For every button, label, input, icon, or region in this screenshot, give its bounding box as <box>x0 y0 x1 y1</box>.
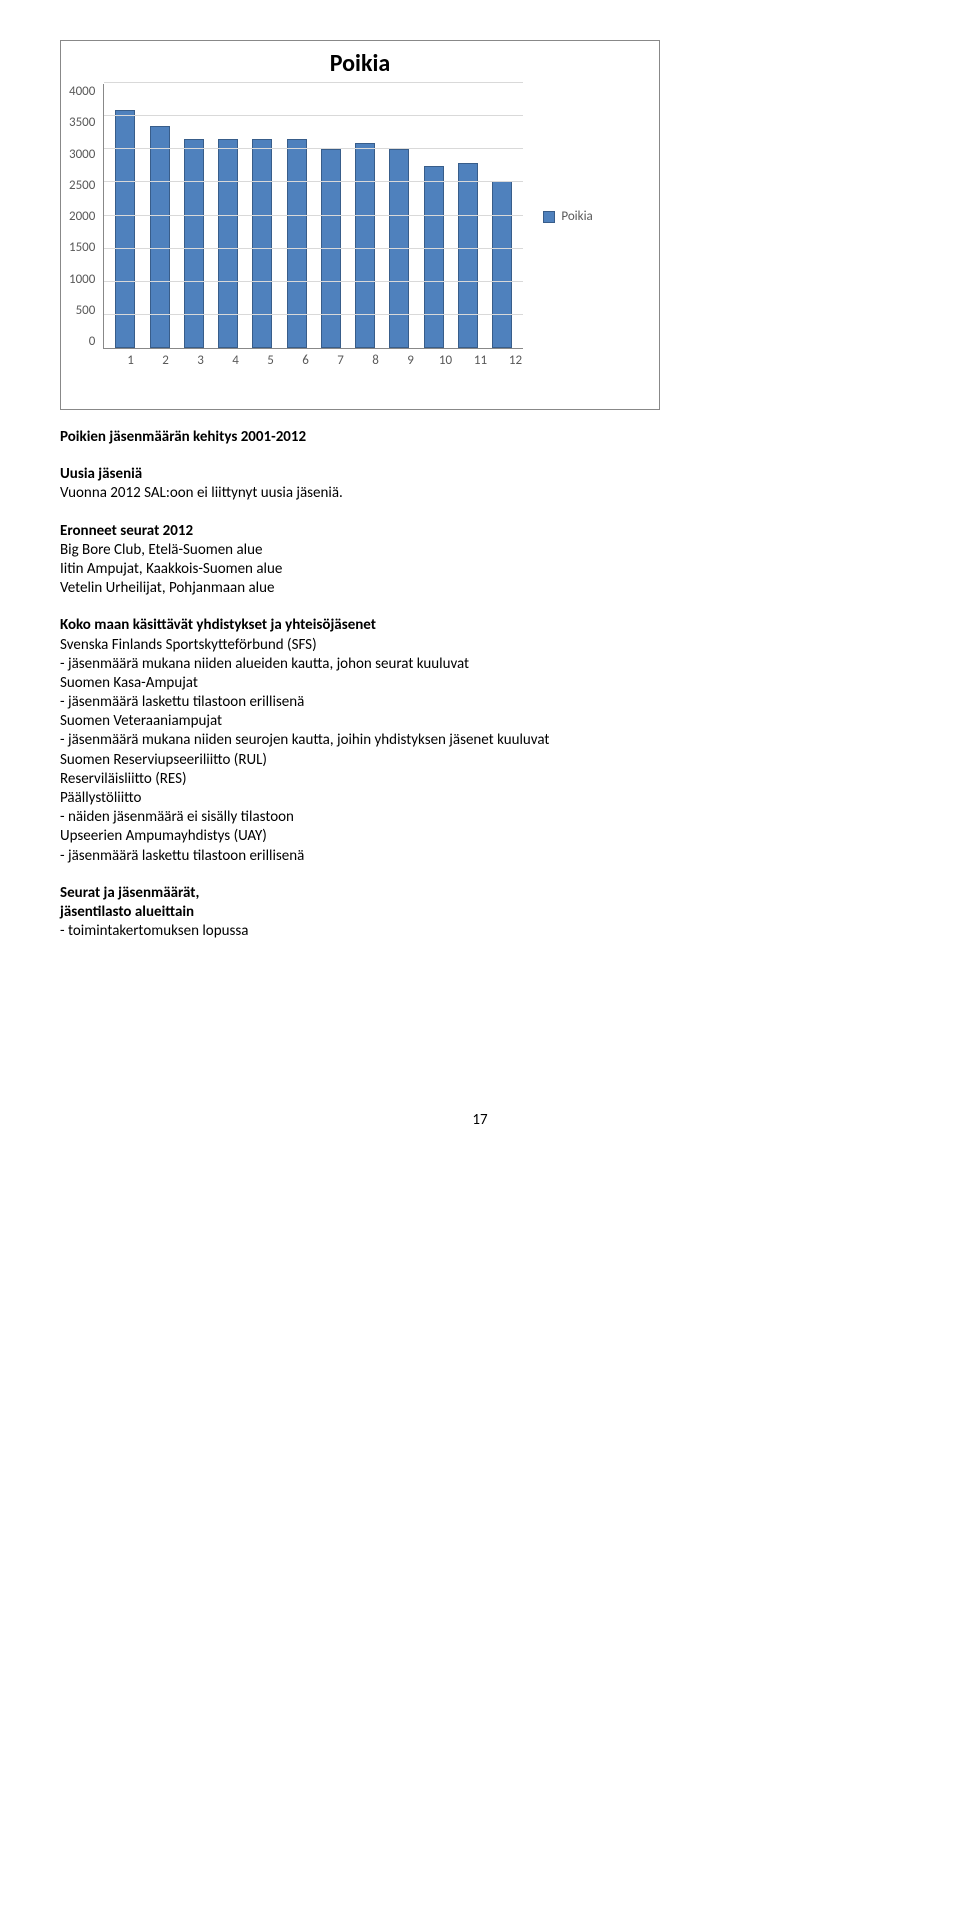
chart-bar <box>389 149 409 348</box>
chart-x-tick: 3 <box>191 353 211 368</box>
chart-y-axis: 4000 3500 3000 2500 2000 1500 1000 500 0 <box>69 84 95 349</box>
section-eronneet: Eronneet seurat 2012 Big Bore Club, Etel… <box>60 522 900 599</box>
chart-gridline <box>104 148 523 149</box>
chart-legend: Poikia <box>543 209 592 224</box>
line: - jäsenmäärä mukana niiden alueiden kaut… <box>60 655 900 674</box>
heading-koko: Koko maan käsittävät yhdistykset ja yhte… <box>60 616 900 635</box>
line: Big Bore Club, Etelä-Suomen alue <box>60 541 900 560</box>
chart-plot-row: 4000 3500 3000 2500 2000 1500 1000 500 0 Poikia <box>61 84 659 349</box>
line: Suomen Veteraaniampujat <box>60 712 900 731</box>
chart-x-tick: 5 <box>261 353 281 368</box>
bar-chart: Poikia 4000 3500 3000 2500 2000 1500 1000 500 0 … <box>60 40 660 410</box>
chart-bar <box>115 110 135 349</box>
chart-x-tick: 1 <box>121 353 141 368</box>
chart-bar <box>252 139 272 348</box>
line: - jäsenmäärä laskettu tilastoon erillise… <box>60 693 900 712</box>
chart-bar <box>424 166 444 348</box>
chart-bars <box>104 84 523 348</box>
line: Päällystöliitto <box>60 789 900 808</box>
chart-gridline <box>104 215 523 216</box>
chart-gridline <box>104 82 523 83</box>
chart-bar <box>458 163 478 349</box>
line: Upseerien Ampumayhdistys (UAY) <box>60 827 900 846</box>
chart-y-tick: 4000 <box>69 84 95 99</box>
chart-bar <box>355 143 375 348</box>
chart-gridline <box>104 314 523 315</box>
chart-x-tick: 12 <box>506 353 526 368</box>
chart-title: Poikia <box>61 49 659 78</box>
chart-gridline <box>104 115 523 116</box>
chart-x-tick: 7 <box>331 353 351 368</box>
section-seurat: Seurat ja jäsenmäärät, jäsentilasto alue… <box>60 884 900 942</box>
chart-y-tick: 2500 <box>69 178 95 193</box>
chart-y-tick: 1000 <box>69 272 95 287</box>
chart-bar <box>321 149 341 348</box>
chart-x-tick: 8 <box>366 353 386 368</box>
chart-y-tick: 1500 <box>69 240 95 255</box>
heading-seurat-1: Seurat ja jäsenmäärät, <box>60 884 900 903</box>
chart-x-tick: 4 <box>226 353 246 368</box>
chart-gridline <box>104 281 523 282</box>
chart-bar <box>184 139 204 348</box>
chart-x-tick: 10 <box>436 353 456 368</box>
heading-uusia: Uusia jäseniä <box>60 465 900 484</box>
chart-bar <box>492 181 512 348</box>
chart-y-tick: 500 <box>69 303 95 318</box>
heading-eronneet: Eronneet seurat 2012 <box>60 522 900 541</box>
section-koko: Koko maan käsittävät yhdistykset ja yhte… <box>60 616 900 865</box>
chart-y-tick: 3000 <box>69 147 95 162</box>
chart-gridline <box>104 248 523 249</box>
line: Iitin Ampujat, Kaakkois-Suomen alue <box>60 560 900 579</box>
para-uusia: Vuonna 2012 SAL:oon ei liittynyt uusia j… <box>60 484 900 503</box>
line: Suomen Kasa-Ampujat <box>60 674 900 693</box>
line: - näiden jäsenmäärä ei sisälly tilastoon <box>60 808 900 827</box>
chart-plot-area <box>103 84 523 349</box>
page-number: 17 <box>60 1111 900 1129</box>
line: Suomen Reserviupseeriliitto (RUL) <box>60 751 900 770</box>
chart-bar <box>218 139 238 348</box>
document-body: Poikien jäsenmäärän kehitys 2001-2012 Uu… <box>60 428 900 941</box>
chart-x-axis: 123456789101112 <box>113 353 533 368</box>
section-uusia: Uusia jäseniä Vuonna 2012 SAL:oon ei lii… <box>60 465 900 503</box>
chart-x-tick: 2 <box>156 353 176 368</box>
chart-y-tick: 2000 <box>69 209 95 224</box>
line: - jäsenmäärä laskettu tilastoon erillise… <box>60 847 900 866</box>
chart-y-tick: 3500 <box>69 115 95 130</box>
line: Reserviläisliitto (RES) <box>60 770 900 789</box>
chart-x-tick: 9 <box>401 353 421 368</box>
chart-gridline <box>104 181 523 182</box>
chart-bar <box>287 139 307 348</box>
legend-swatch <box>543 211 555 223</box>
chart-x-tick: 6 <box>296 353 316 368</box>
line: - toimintakertomuksen lopussa <box>60 922 900 941</box>
line: Vetelin Urheilijat, Pohjanmaan alue <box>60 579 900 598</box>
legend-label: Poikia <box>561 209 592 224</box>
chart-x-tick: 11 <box>471 353 491 368</box>
line: - jäsenmäärä mukana niiden seurojen kaut… <box>60 731 900 750</box>
chart-y-tick: 0 <box>69 334 95 349</box>
line: Svenska Finlands Sportskytteförbund (SFS… <box>60 636 900 655</box>
chart-caption: Poikien jäsenmäärän kehitys 2001-2012 <box>60 428 900 447</box>
heading-seurat-2: jäsentilasto alueittain <box>60 903 900 922</box>
